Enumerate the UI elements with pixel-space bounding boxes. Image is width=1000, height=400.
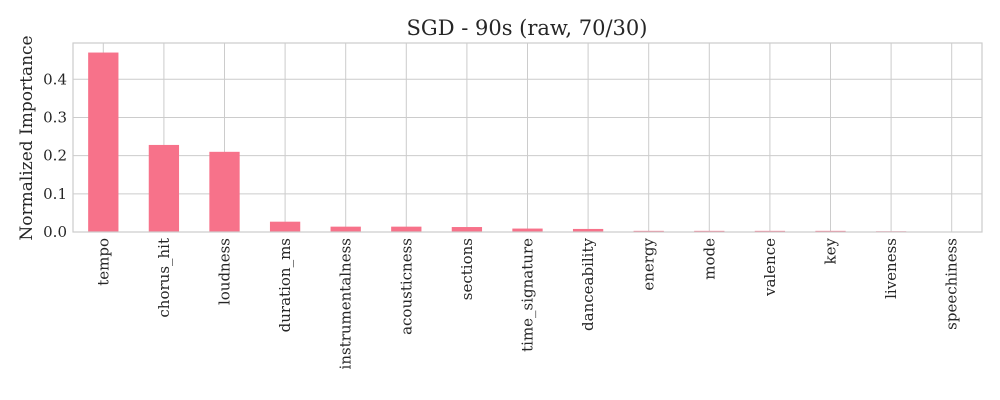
bar-duration-ms [269,221,301,232]
bar-acousticness [391,226,422,232]
y-tick-label: 0.0 [43,223,67,241]
y-tick-label: 0.4 [43,70,67,88]
grid-layer [73,43,982,233]
bar-tempo [88,52,119,232]
x-tick-label: loudness [216,238,234,305]
bar-danceability [572,228,604,232]
bar-sections [451,227,483,232]
bar-loudness [209,151,240,232]
x-tick-label: key [822,237,840,264]
x-tick-label: tempo [94,238,112,286]
x-tick-label: duration_ms [276,238,294,332]
y-tick-label: 0.2 [43,147,67,165]
x-tick-label: energy [640,237,658,290]
y-tick-label: 0.1 [43,185,67,203]
x-tick-label: liveness [882,238,900,299]
chart-title: SGD - 90s (raw, 70/30) [407,16,648,40]
bar-time-signature [512,228,543,232]
x-tick-label: valence [761,238,779,297]
x-tick-label: sections [458,238,476,300]
x-tick-label: time_signature [519,238,537,352]
y-tick-labels: 0.0 0.1 0.2 0.3 0.4 [43,70,67,241]
x-tick-label: speechiness [943,238,961,330]
x-tick-label: mode [700,238,718,280]
x-tick-label: danceability [579,237,597,330]
x-tick-labels: tempo chorus_hit loudness duration_ms instru… [94,237,960,369]
x-tick-label: chorus_hit [155,238,173,318]
bars-layer [88,52,967,233]
plot-frame [72,42,983,233]
y-axis-label: Normalized Importance [17,35,37,240]
x-tick-label: instrumentalness [337,238,355,369]
y-tick-label: 0.3 [43,108,67,126]
bar-chorus-hit [148,144,180,232]
bar-instrumentalness [330,226,361,232]
x-tick-label: acousticness [397,238,415,335]
